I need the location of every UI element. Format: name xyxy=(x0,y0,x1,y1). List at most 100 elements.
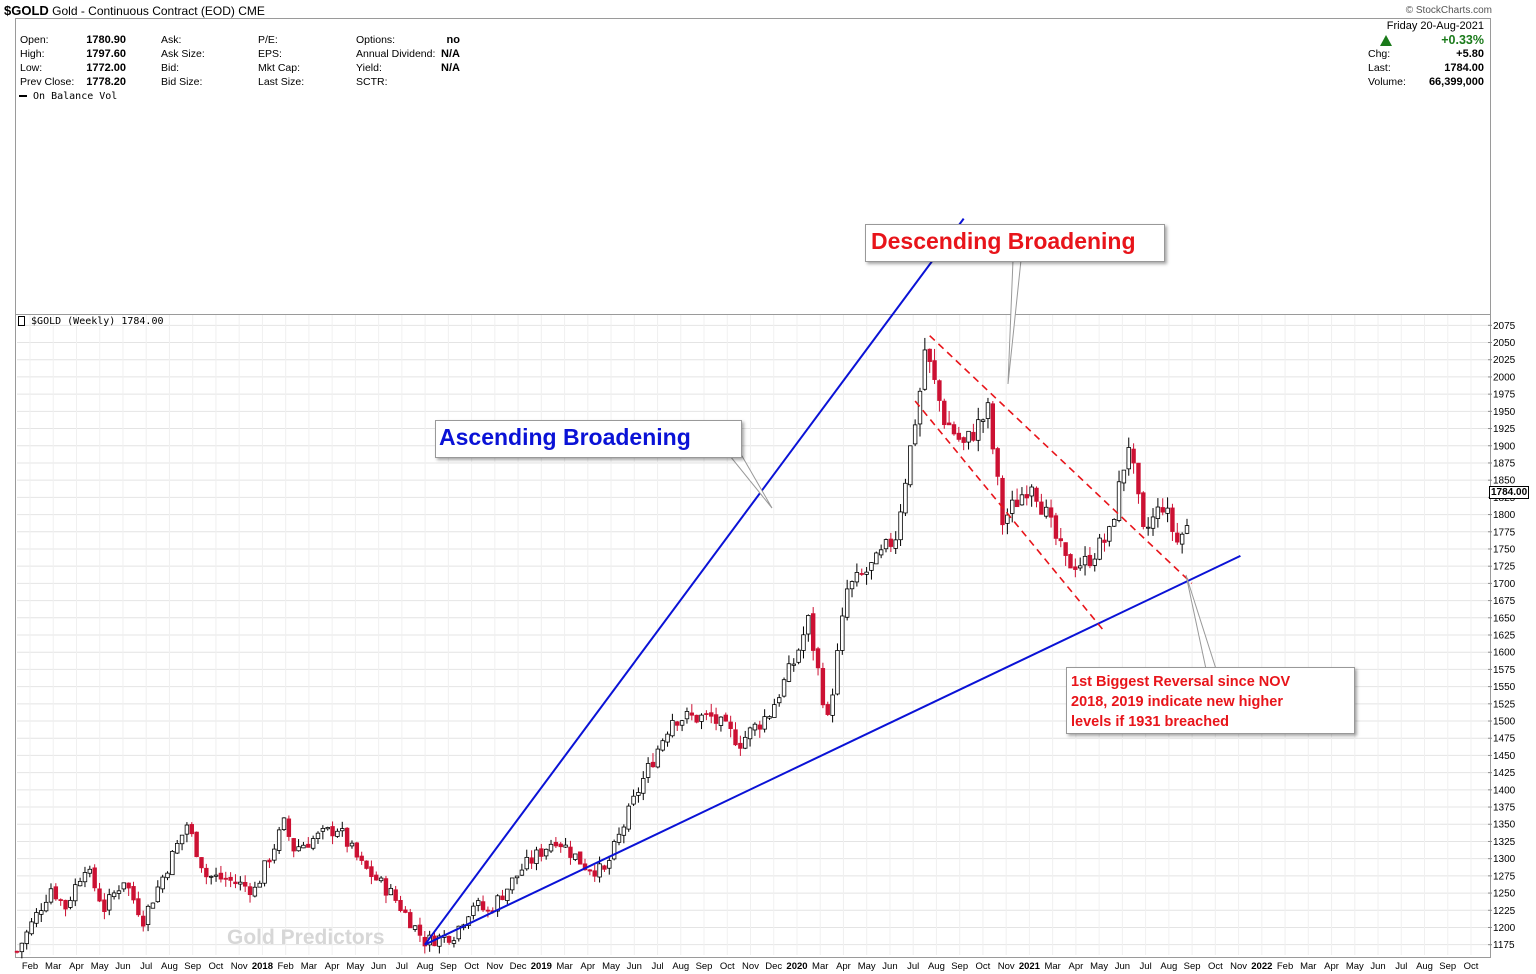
candle-up xyxy=(111,892,117,898)
quote-label: Bid Size: xyxy=(161,76,203,88)
candle-down xyxy=(539,848,544,857)
candle-up xyxy=(121,882,127,890)
candle-up xyxy=(325,827,330,830)
candle-down xyxy=(937,380,942,401)
candle-down xyxy=(354,842,360,858)
candle-up xyxy=(208,875,214,878)
candle-down xyxy=(102,899,107,912)
candle-up xyxy=(597,863,602,878)
candle-up xyxy=(505,888,510,901)
y-tick-label: 2075 xyxy=(1493,321,1516,332)
quote-label: EPS: xyxy=(258,48,282,60)
x-tick-label: Feb xyxy=(1277,961,1293,972)
symbol: $GOLD xyxy=(4,3,49,18)
candle-down xyxy=(291,838,296,852)
x-tick-label: Aug xyxy=(1160,961,1177,972)
candle-up xyxy=(767,716,772,719)
candle-down xyxy=(14,950,20,953)
y-tick-label: 1250 xyxy=(1493,889,1516,900)
x-tick-label: Aug xyxy=(928,961,945,972)
candle-down xyxy=(942,400,947,426)
x-tick-label: 2022 xyxy=(1251,961,1272,972)
quote-label: Options: xyxy=(356,34,396,46)
y-tick-label: 1400 xyxy=(1493,785,1516,796)
candle-up xyxy=(1126,447,1131,470)
candle-up xyxy=(665,733,670,743)
x-tick-label: Dec xyxy=(765,961,782,972)
candle-up xyxy=(145,905,151,925)
candle-up xyxy=(548,843,554,852)
candle-up xyxy=(607,860,612,869)
candle-down xyxy=(233,881,238,885)
x-tick-label: Feb xyxy=(22,961,38,972)
candle-up xyxy=(238,881,243,885)
x-tick-label: Jun xyxy=(882,961,897,972)
candle-down xyxy=(1102,539,1107,543)
x-tick-label: Jun xyxy=(627,961,642,972)
quote-label: Prev Close: xyxy=(20,76,75,88)
candle-up xyxy=(451,940,457,944)
candle-up xyxy=(1179,533,1185,545)
y-tick-label: 1450 xyxy=(1493,751,1516,762)
x-tick-label: Jun xyxy=(1115,961,1130,972)
reversal-callout-pointer xyxy=(1185,574,1217,670)
candle-up xyxy=(1121,469,1127,484)
candle-up xyxy=(699,714,704,722)
quote-right-label: Chg: xyxy=(1368,48,1391,60)
candle-down xyxy=(689,712,695,716)
quote-label: Mkt Cap: xyxy=(258,62,301,74)
candle-up xyxy=(801,634,806,651)
candle-up xyxy=(917,390,923,425)
candle-down xyxy=(500,895,505,901)
candle-up xyxy=(281,817,287,831)
x-tick-label: Aug xyxy=(1416,961,1433,972)
candle-down xyxy=(242,881,248,887)
candle-down xyxy=(694,714,699,723)
candle-up xyxy=(155,886,160,903)
candle-down xyxy=(194,831,199,858)
y-tick-label: 1700 xyxy=(1493,579,1516,590)
candle-down xyxy=(1039,501,1044,515)
candle-up xyxy=(752,723,758,731)
candle-up xyxy=(631,795,636,805)
candle-up xyxy=(1044,506,1049,517)
x-tick-label: 2020 xyxy=(786,961,807,972)
candle-up xyxy=(874,552,879,565)
candles xyxy=(14,337,1190,959)
candle-down xyxy=(723,714,728,722)
quote-right-value: 1784.00 xyxy=(1444,62,1484,74)
y-tick-label: 1975 xyxy=(1493,390,1516,401)
quote-label: Ask Size: xyxy=(161,48,205,60)
quote-value: N/A xyxy=(441,62,460,74)
obv-legend: On Balance Vol xyxy=(19,91,117,102)
candle-up xyxy=(509,877,515,891)
y-tick-label: 2050 xyxy=(1493,338,1516,349)
quote-value: N/A xyxy=(441,48,460,60)
grid xyxy=(17,315,1488,955)
candle-up xyxy=(660,740,665,751)
candle-up xyxy=(310,838,316,849)
candle-up xyxy=(388,887,394,896)
candle-up xyxy=(514,875,520,879)
x-tick-label: Aug xyxy=(417,961,434,972)
candle-up xyxy=(116,890,122,894)
x-tick-label: May xyxy=(858,961,876,972)
candle-down xyxy=(713,714,719,724)
candle-up xyxy=(1082,555,1088,566)
candle-up xyxy=(1155,506,1161,519)
candle-up xyxy=(170,850,175,876)
x-tick-label: Oct xyxy=(1464,961,1479,972)
x-tick-label: Apr xyxy=(325,961,340,972)
quote-label: High: xyxy=(20,48,45,60)
candle-up xyxy=(257,882,262,888)
candle-down xyxy=(558,843,563,848)
y-axis: 1175 1200 1225 1250 1275 1300 1325 1350 1375 1400… xyxy=(1488,321,1516,951)
candle-up xyxy=(107,894,112,911)
candle-up xyxy=(844,588,850,618)
x-tick-label: Sep xyxy=(951,961,968,972)
obv-panel: On Balance Vol xyxy=(15,90,1491,315)
x-tick-label: Oct xyxy=(209,961,224,972)
y-tick-label: 1550 xyxy=(1493,682,1516,693)
candle-up xyxy=(34,912,39,924)
x-tick-label: Jul xyxy=(140,961,152,972)
